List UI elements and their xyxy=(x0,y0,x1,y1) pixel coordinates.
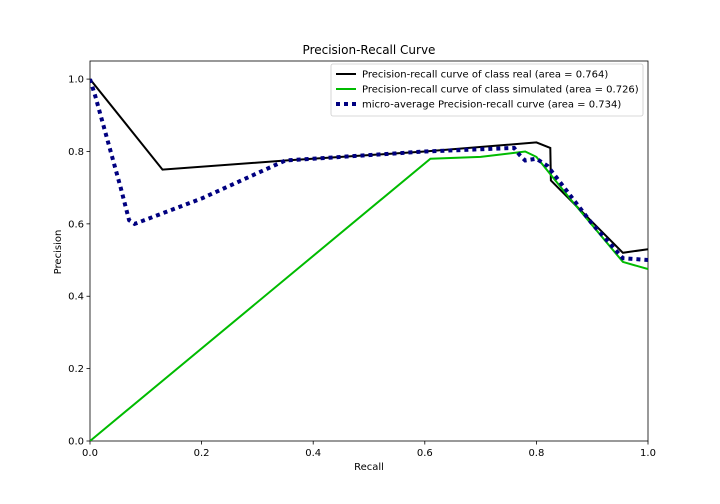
x-tick-label: 1.0 xyxy=(640,448,656,459)
x-tick-label: 0.8 xyxy=(528,448,544,459)
legend-label-3: micro-average Precision-recall curve (ar… xyxy=(362,100,621,111)
series-line-3 xyxy=(90,78,648,262)
y-tick-label: 0.0 xyxy=(68,437,84,448)
chart-title: Precision-Recall Curve xyxy=(303,43,436,57)
x-tick-label: 0.4 xyxy=(305,448,321,459)
x-tick-label: 0.2 xyxy=(194,448,210,459)
y-tick-label: 0.2 xyxy=(68,364,84,375)
legend-label-2: Precision-recall curve of class simulate… xyxy=(362,85,639,96)
y-axis: 0.0 0.2 0.4 0.6 0.8 1.0 xyxy=(68,75,90,448)
x-axis: 0.0 0.2 0.4 0.6 0.8 1.0 xyxy=(82,441,656,459)
legend-box xyxy=(330,63,644,117)
y-tick-label: 0.6 xyxy=(68,219,84,230)
legend-label-1: Precision-recall curve of class real (ar… xyxy=(362,70,608,81)
axes-frame xyxy=(89,60,649,442)
legend: Precision-recall curve of class real (ar… xyxy=(330,63,644,117)
y-tick-label: 1.0 xyxy=(68,75,84,86)
x-tick-label: 0.0 xyxy=(82,448,98,459)
series-line-1 xyxy=(90,78,648,254)
y-axis-label: Precision xyxy=(53,230,64,275)
x-axis-label: Recall xyxy=(354,462,384,473)
plot-area xyxy=(89,60,649,442)
y-tick-label: 0.4 xyxy=(68,292,84,303)
x-tick-label: 0.6 xyxy=(417,448,433,459)
y-tick-label: 0.8 xyxy=(68,147,84,158)
series-layer xyxy=(90,78,648,441)
series-line-2 xyxy=(90,150,648,441)
